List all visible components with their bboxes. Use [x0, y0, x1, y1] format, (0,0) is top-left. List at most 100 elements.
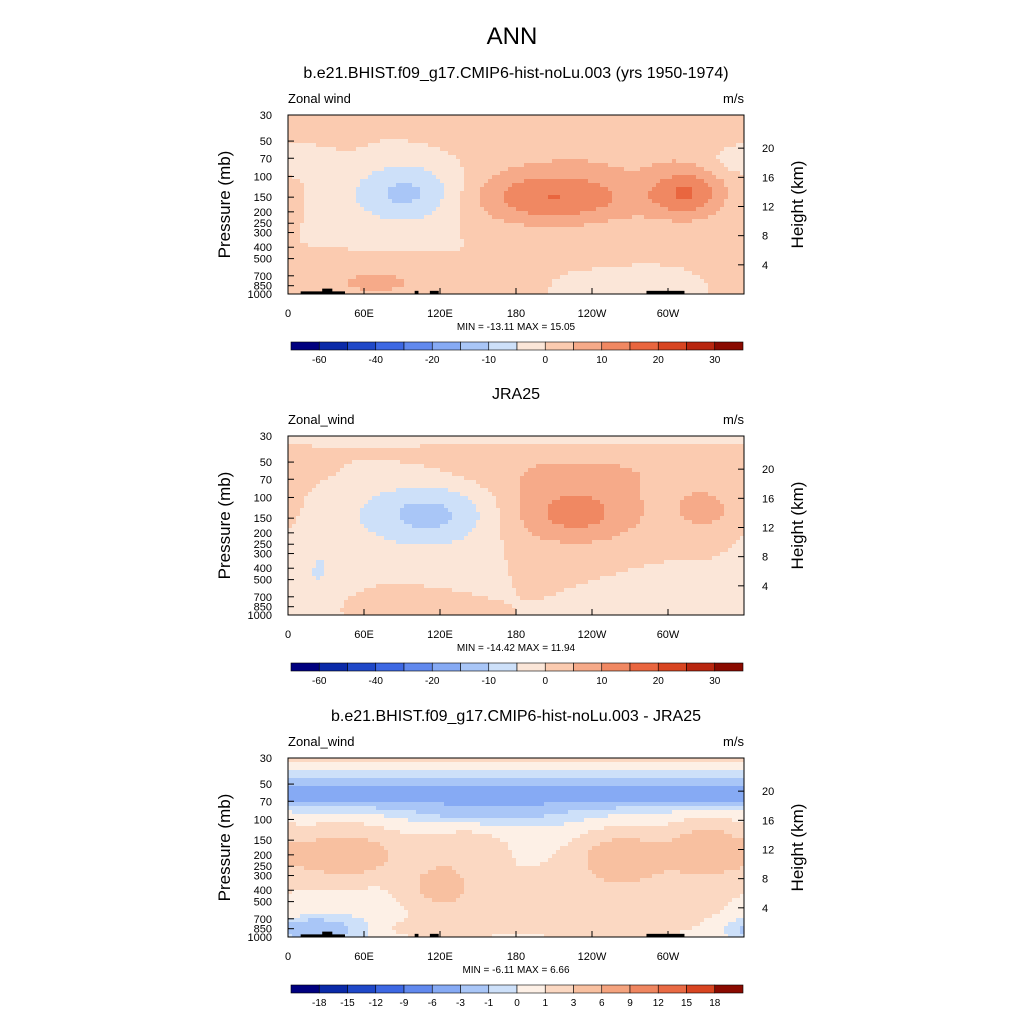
pressure-tick-label: 70 [260, 153, 272, 165]
units-label: m/s [723, 91, 744, 106]
colorbar-swatch [516, 341, 546, 351]
land-mask-3 [429, 290, 439, 294]
colorbar-swatch [290, 984, 320, 994]
pressure-tick-label: 500 [254, 897, 272, 909]
pressure-tick-label: 30 [260, 753, 272, 765]
colorbar-swatch [290, 662, 320, 672]
lon-tick-label: 60W [657, 629, 680, 641]
contour-field [288, 436, 744, 615]
colorbar-swatch [629, 341, 659, 351]
colorbar-label: -40 [369, 355, 384, 366]
contour-field [288, 115, 744, 294]
pressure-tick-label: 1000 [248, 932, 272, 944]
colorbar-swatch [544, 984, 574, 994]
pressure-tick-label: 50 [260, 457, 272, 469]
colorbar-label: -40 [369, 676, 384, 687]
colorbar-swatch [347, 662, 377, 672]
colorbar-label: 20 [653, 676, 665, 687]
colorbar-label: 18 [709, 998, 721, 1009]
colorbar-swatch [714, 341, 744, 351]
pressure-tick-label: 700 [254, 271, 272, 283]
pressure-tick-label: 70 [260, 796, 272, 808]
colorbar-label: -3 [456, 998, 465, 1009]
lon-tick-label: 0 [285, 951, 291, 963]
colorbar-swatch [629, 984, 659, 994]
y2-axis-label: Height (km) [788, 804, 807, 892]
lon-tick-label: 0 [285, 629, 291, 641]
lon-tick-label: 120E [427, 308, 453, 320]
colorbar-swatch [403, 662, 433, 672]
land-mask-2 [414, 290, 419, 294]
colorbar-swatch [318, 341, 348, 351]
colorbar-label: 0 [514, 998, 520, 1009]
height-tick-label: 8 [762, 874, 768, 886]
colorbar-swatch [488, 341, 518, 351]
pressure-tick-label: 1000 [248, 610, 272, 622]
colorbar-swatch [516, 662, 546, 672]
colorbar-swatch [573, 984, 603, 994]
units-label: m/s [723, 412, 744, 427]
colorbar-label: 20 [653, 355, 665, 366]
pressure-tick-label: 150 [254, 192, 272, 204]
height-tick-label: 12 [762, 522, 774, 534]
lon-tick-label: 120E [427, 629, 453, 641]
height-tick-label: 12 [762, 201, 774, 213]
pressure-tick-label: 400 [254, 885, 272, 897]
colorbar-swatch [629, 662, 659, 672]
colorbar-label: 0 [542, 676, 548, 687]
colorbar-swatch [657, 662, 687, 672]
height-tick-label: 20 [762, 143, 774, 155]
colorbar-swatch [601, 341, 631, 351]
y2-axis-label: Height (km) [788, 161, 807, 249]
pressure-tick-label: 300 [254, 228, 272, 240]
pressure-tick-label: 30 [260, 110, 272, 122]
pressure-tick-label: 850 [254, 602, 272, 614]
height-tick-label: 8 [762, 552, 768, 564]
pressure-tick-label: 500 [254, 254, 272, 266]
colorbar-swatch [714, 984, 744, 994]
colorbar-label: -1 [484, 998, 493, 1009]
pressure-tick-label: 50 [260, 779, 272, 791]
colorbar-swatch [318, 984, 348, 994]
colorbar-swatch [431, 662, 461, 672]
lon-tick-label: 120W [578, 629, 607, 641]
pressure-tick-label: 200 [254, 850, 272, 862]
colorbar-label: 1 [542, 998, 548, 1009]
pressure-tick-label: 100 [254, 814, 272, 826]
colorbar-swatch [375, 341, 405, 351]
colorbar-swatch [573, 341, 603, 351]
lon-tick-label: 60W [657, 308, 680, 320]
panel-title: JRA25 [492, 386, 540, 403]
colorbar-label: 30 [709, 355, 721, 366]
height-tick-label: 12 [762, 844, 774, 856]
pressure-tick-label: 150 [254, 513, 272, 525]
colorbar-swatch [686, 341, 716, 351]
pressure-tick-label: 400 [254, 563, 272, 575]
colorbar-label: 9 [627, 998, 633, 1009]
panel-3: b.e21.BHIST.f09_g17.CMIP6-hist-noLu.003 … [215, 708, 807, 1009]
colorbar-swatch [657, 341, 687, 351]
y-axis-label: Pressure (mb) [215, 151, 234, 259]
pressure-tick-label: 200 [254, 207, 272, 219]
min-max-stats: MIN = -14.42 MAX = 11.94 [457, 643, 576, 654]
colorbar-label: -6 [428, 998, 437, 1009]
lon-tick-label: 60E [354, 951, 374, 963]
colorbar-swatch [375, 984, 405, 994]
colorbar-swatch [431, 341, 461, 351]
lon-tick-label: 120E [427, 951, 453, 963]
pressure-tick-label: 200 [254, 528, 272, 540]
colorbar-label: -10 [482, 355, 497, 366]
colorbar-label: -15 [340, 998, 355, 1009]
colorbar-label: -60 [312, 676, 327, 687]
land-mask-1 [322, 931, 333, 937]
lon-tick-label: 180 [507, 951, 525, 963]
colorbar: -60 -40 -20 -10 0 10 20 30 [290, 341, 744, 366]
colorbar-swatch [460, 662, 490, 672]
colorbar-swatch [516, 984, 546, 994]
height-tick-label: 16 [762, 172, 774, 184]
colorbar-label: 3 [571, 998, 577, 1009]
lon-tick-label: 60W [657, 951, 680, 963]
colorbar-label: 10 [596, 355, 608, 366]
